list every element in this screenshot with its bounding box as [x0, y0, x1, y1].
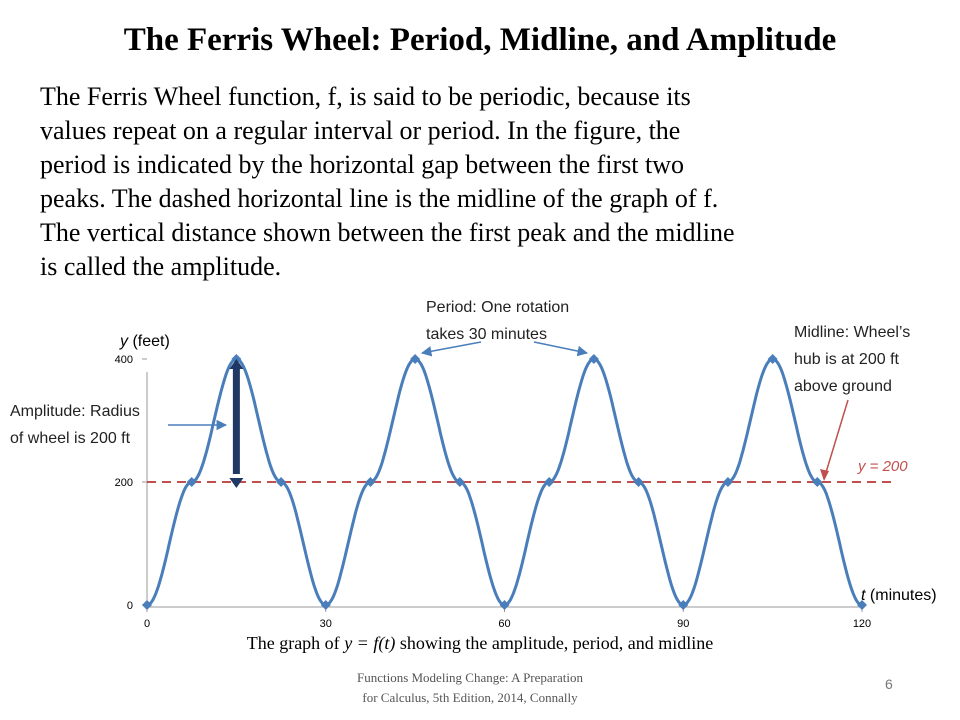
amplitude-annotation-line: of wheel is 200 ft [10, 430, 131, 447]
data-point [320, 600, 331, 610]
body-line: The vertical distance shown between the … [40, 218, 735, 247]
data-point [186, 477, 197, 487]
period-annotation-line: Period: One rotation [426, 299, 569, 316]
midline-label: y = 200 [857, 458, 908, 475]
data-point [812, 477, 823, 487]
x-tick-label: 60 [498, 618, 510, 630]
x-axis-label: t (minutes) [861, 587, 937, 604]
body-line: peaks. The dashed horizontal line is the… [40, 184, 719, 213]
chart-caption: The graph of y = f(t) showing the amplit… [0, 633, 960, 654]
amplitude-bar-top-head [229, 359, 244, 369]
midline-annotation-arrowhead [820, 469, 829, 481]
footer-line: for Calculus, 5th Edition, 2014, Connall… [362, 690, 578, 705]
period-arrow-right [533, 341, 589, 357]
midline-annotation-arrow [823, 399, 849, 480]
body-line: period is indicated by the horizontal ga… [40, 150, 685, 179]
body-line: values repeat on a regular interval or p… [40, 116, 681, 145]
data-point [857, 600, 867, 610]
caption-suffix: showing the amplitude, period, and midli… [395, 633, 714, 653]
body-line: is called the amplitude. [40, 252, 282, 281]
midline-annotation-line: Midline: Wheel’s [794, 324, 910, 341]
y-tick-label: 0 [127, 600, 133, 612]
amplitude-bar-bottom-head [229, 478, 244, 488]
data-point [410, 354, 421, 364]
data-point [499, 600, 510, 610]
body-text: The Ferris Wheel function, f, is said to… [40, 80, 920, 284]
data-point [276, 477, 287, 487]
data-point [544, 477, 555, 487]
data-point [142, 600, 152, 610]
amplitude-bar-shaft [232, 367, 240, 474]
y-tick-label: 200 [115, 477, 133, 489]
midline-annotation-line: above ground [794, 378, 892, 395]
x-tick-label: 90 [677, 618, 689, 630]
midline-annotation-line: hub is at 200 ft [794, 351, 900, 368]
period-annotation-line: takes 30 minutes [426, 326, 547, 343]
y-tick-label: 400 [115, 354, 133, 366]
y-axis-label: y (feet) [119, 333, 170, 350]
x-tick-label: 120 [853, 618, 871, 630]
data-point [454, 477, 465, 487]
data-point [633, 477, 644, 487]
x-tick-label: 0 [144, 618, 150, 630]
data-point [365, 477, 376, 487]
body-line: The Ferris Wheel function, f, is said to… [40, 82, 691, 111]
data-point [678, 600, 689, 610]
data-point [767, 354, 778, 364]
caption-prefix: The graph of [246, 633, 345, 653]
footer-line: Functions Modeling Change: A Preparation [356, 670, 584, 685]
slide-title: The Ferris Wheel: Period, Midline, and A… [123, 22, 837, 58]
amplitude-annotation-line: Amplitude: Radius [10, 403, 140, 420]
amplitude-bar [229, 359, 244, 488]
period-arrow-left [420, 341, 482, 357]
data-point [588, 354, 599, 364]
caption-formula: y = f(t) [344, 633, 396, 653]
x-tick-label: 30 [320, 618, 332, 630]
footer-citation: Functions Modeling Change: A Preparation… [300, 668, 640, 708]
data-point [722, 477, 733, 487]
page-number: 6 [885, 676, 893, 692]
